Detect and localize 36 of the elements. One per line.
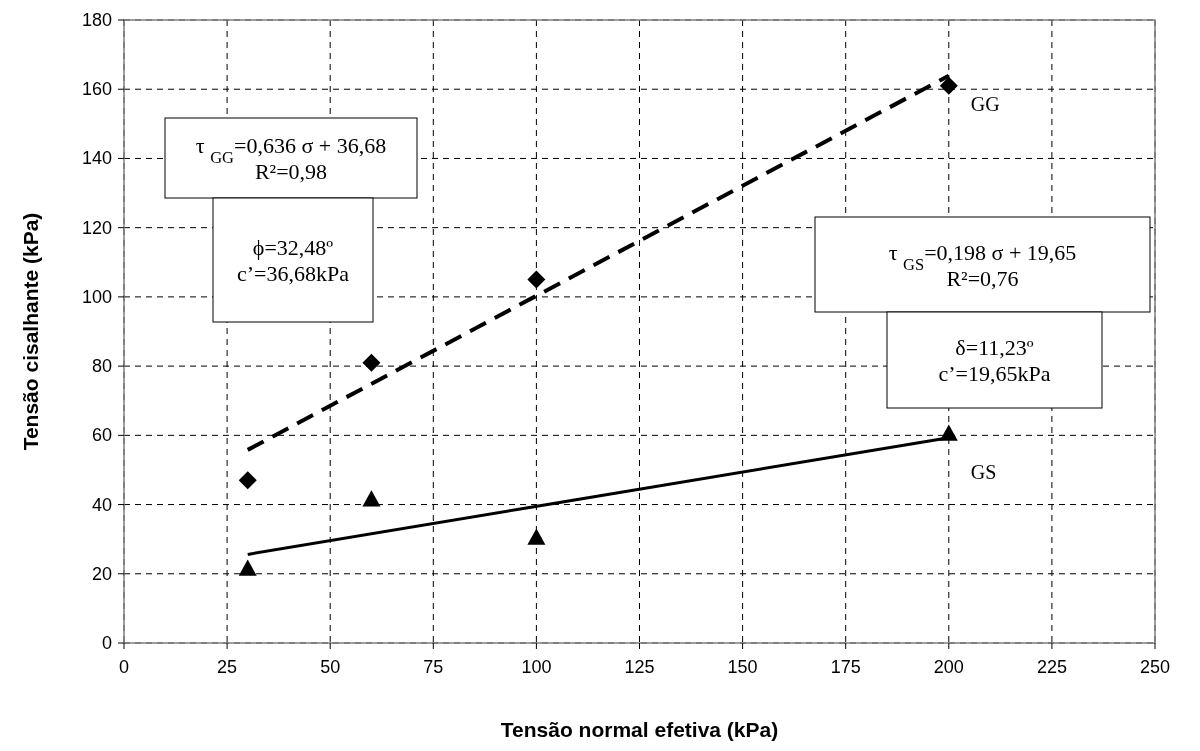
- y-tick-label: 180: [81, 10, 112, 30]
- annotation: τ $_{GG}$=0,636 σ + 36,68 R²=0,98: [195, 133, 387, 184]
- y-tick-label: 60: [91, 425, 112, 446]
- annotation: τ $_{GS}$=0,198 σ + 19,65 R²=0,76: [888, 239, 1077, 291]
- series-label: GG: [970, 92, 1000, 115]
- y-tick-label: 120: [81, 217, 112, 238]
- y-tick-label: 0: [101, 633, 112, 653]
- x-tick-label: 100: [521, 657, 552, 677]
- point: [362, 353, 381, 372]
- y-tick-label: 20: [91, 563, 112, 584]
- annotation: ϕ=32,48º c’=36,68kPa: [237, 235, 350, 286]
- x-tick-label: 50: [320, 657, 341, 677]
- x-tick-label: 200: [933, 657, 964, 677]
- x-tick-label: 125: [624, 657, 655, 677]
- x-tick-label: 225: [1036, 657, 1067, 677]
- y-tick-label: 40: [91, 494, 112, 515]
- y-tick-label: 80: [91, 356, 112, 377]
- point: [527, 528, 546, 545]
- y-tick-label: 100: [81, 286, 112, 307]
- series-label: GS: [970, 460, 997, 483]
- annotation: δ=11,23º c’=19,65kPa: [938, 335, 1051, 386]
- x-tick-label: 250: [1139, 657, 1171, 677]
- y-tick-label: 160: [81, 79, 112, 100]
- y-tick-label: 140: [81, 148, 112, 169]
- x-tick-label: 150: [727, 657, 758, 677]
- point: [362, 490, 381, 507]
- y-axis-title: Tensão cisalhante (kPa): [19, 212, 42, 451]
- point: [939, 76, 958, 95]
- x-tick-label: 25: [217, 657, 238, 677]
- point: [238, 471, 257, 490]
- x-axis-title: Tensão normal efetiva (kPa): [500, 718, 779, 741]
- x-tick-label: 175: [830, 657, 861, 677]
- x-tick-label: 75: [423, 657, 444, 677]
- x-tick-label: 0: [118, 657, 130, 677]
- point: [527, 270, 546, 289]
- point: [238, 559, 257, 576]
